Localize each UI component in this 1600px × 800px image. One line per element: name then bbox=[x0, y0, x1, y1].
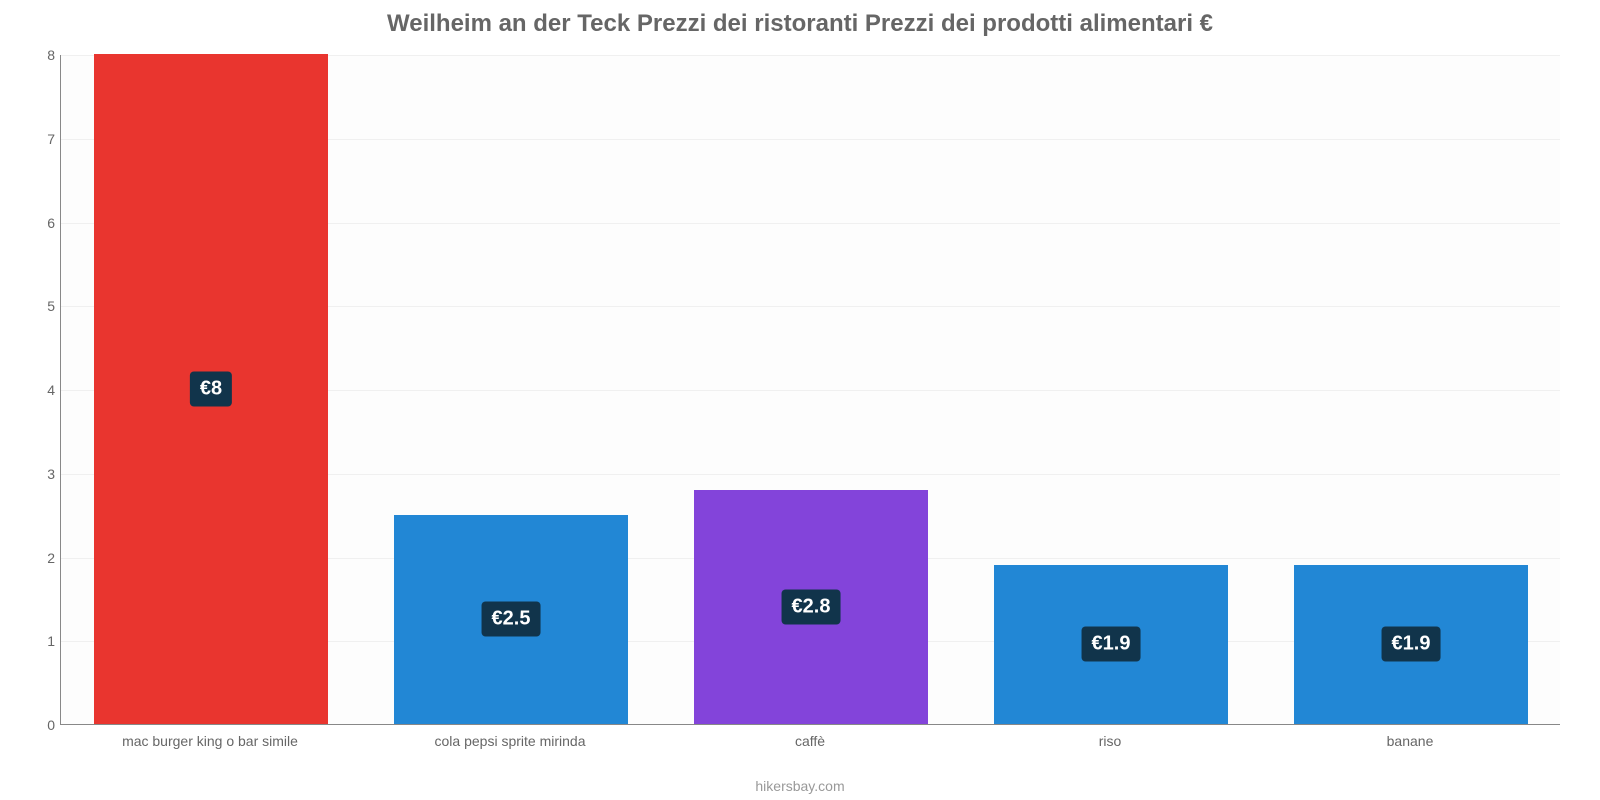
value-label: €2.5 bbox=[482, 602, 541, 637]
y-tick-label: 4 bbox=[5, 382, 55, 398]
chart-container: Weilheim an der Teck Prezzi dei ristoran… bbox=[0, 0, 1600, 800]
x-category-label: mac burger king o bar simile bbox=[60, 733, 360, 749]
y-tick-label: 7 bbox=[5, 131, 55, 147]
y-tick-label: 5 bbox=[5, 298, 55, 314]
plot-area: €8 €2.5 €2.8 €1.9 €1.9 bbox=[60, 55, 1560, 725]
x-category-label: riso bbox=[960, 733, 1260, 749]
chart-title: Weilheim an der Teck Prezzi dei ristoran… bbox=[0, 10, 1600, 38]
chart-credit: hikersbay.com bbox=[0, 778, 1600, 794]
value-label: €1.9 bbox=[1082, 627, 1141, 662]
value-label: €1.9 bbox=[1382, 627, 1441, 662]
y-tick-label: 3 bbox=[5, 466, 55, 482]
x-category-label: cola pepsi sprite mirinda bbox=[360, 733, 660, 749]
value-label: €2.8 bbox=[782, 589, 841, 624]
y-tick-label: 8 bbox=[5, 47, 55, 63]
y-tick-label: 0 bbox=[5, 717, 55, 733]
y-tick-label: 2 bbox=[5, 550, 55, 566]
y-tick-label: 1 bbox=[5, 633, 55, 649]
x-category-label: banane bbox=[1260, 733, 1560, 749]
value-label: €8 bbox=[190, 372, 232, 407]
y-tick-label: 6 bbox=[5, 215, 55, 231]
x-category-label: caffè bbox=[660, 733, 960, 749]
